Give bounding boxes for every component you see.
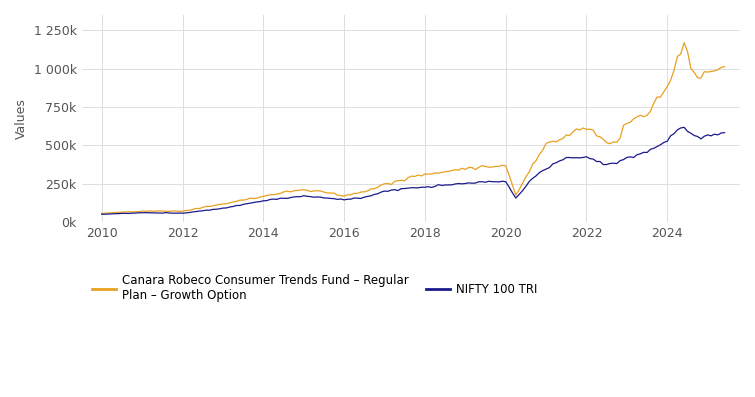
Y-axis label: Values: Values	[15, 98, 28, 139]
Legend: Canara Robeco Consumer Trends Fund – Regular
Plan – Growth Option, NIFTY 100 TRI: Canara Robeco Consumer Trends Fund – Reg…	[88, 269, 542, 306]
